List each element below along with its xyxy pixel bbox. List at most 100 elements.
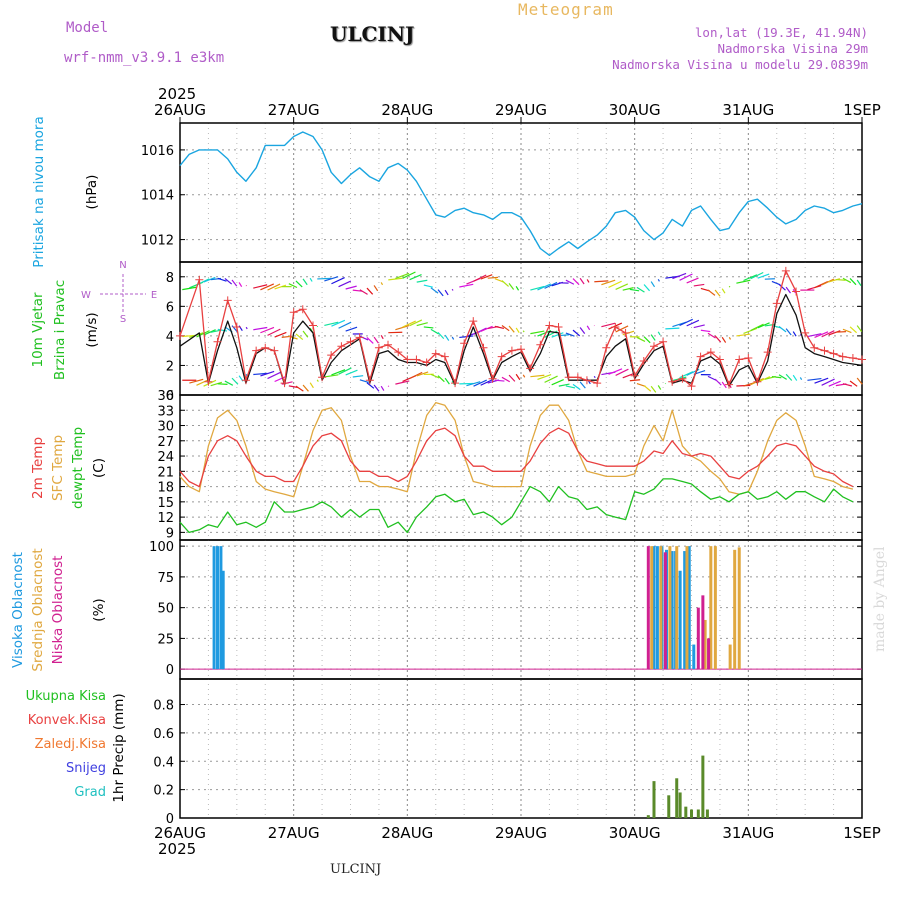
- wind-arrow: [842, 383, 853, 387]
- wind-gust-marker: [792, 287, 801, 296]
- wind-gust-marker: [403, 355, 412, 364]
- wind-gust-marker: [593, 379, 602, 388]
- cloud-bar-mid: [685, 546, 689, 670]
- wind-arrow: [388, 277, 403, 281]
- wind-arrow: [338, 367, 352, 375]
- wind-arrow: [409, 371, 423, 380]
- precip-legend-item: Grad: [74, 785, 106, 800]
- wind-arrow: [579, 327, 586, 334]
- wind-arrow: [423, 284, 433, 288]
- wind-arrow: [728, 285, 731, 288]
- wind-gust-marker: [554, 323, 563, 332]
- temp-2m-line: [179, 427, 854, 488]
- wind-arrow: [522, 330, 525, 333]
- wind-arrow: [799, 377, 803, 380]
- wind-arrow: [572, 278, 580, 286]
- wind-arrow: [451, 288, 454, 291]
- wind-gust-marker: [526, 364, 535, 373]
- wind-arrow: [807, 285, 822, 291]
- cloud-bar-high: [652, 546, 656, 670]
- y-tick-label: 33: [157, 404, 174, 419]
- wind-gust-marker: [422, 358, 431, 367]
- wind-gust-marker: [696, 352, 705, 361]
- cloud-bar-mid: [737, 547, 741, 670]
- cloud-bar-high: [221, 570, 225, 670]
- wind-arrow: [821, 378, 835, 386]
- y-tick-label: 0.6: [153, 727, 174, 742]
- wind-arrow: [785, 373, 793, 381]
- wind-arrow: [352, 289, 363, 292]
- wind-arrow: [615, 283, 629, 291]
- wind-arrow: [416, 279, 428, 283]
- y-tick-label: 1016: [141, 144, 174, 159]
- wind-arrow: [657, 331, 661, 336]
- wind-arrow: [657, 385, 662, 390]
- wind-arrow: [544, 375, 558, 383]
- wind-gust-marker: [838, 352, 847, 361]
- cloud-bar-mid: [668, 546, 672, 670]
- pressure-line: [179, 131, 863, 257]
- time-label-bottom: 1SEP: [843, 824, 881, 842]
- wind-arrow: [693, 283, 705, 287]
- wind-gust-marker: [497, 352, 506, 361]
- wind-arrow: [231, 377, 239, 385]
- wind-arrow: [274, 375, 287, 383]
- wind-arrow: [345, 369, 358, 376]
- wind-gust-marker: [479, 343, 488, 352]
- wind-arrow: [274, 331, 287, 338]
- wind-gust-marker: [582, 376, 591, 385]
- wind-gust-marker: [829, 349, 838, 358]
- time-label-top: 28AUG: [381, 101, 433, 119]
- wind-arrow: [203, 329, 216, 336]
- wind-arrow: [629, 379, 641, 382]
- model-label: Model: [66, 20, 109, 36]
- wind-gust-marker: [611, 323, 620, 332]
- cloud-unit: (%): [91, 598, 107, 621]
- time-label-top: 26AUG: [154, 101, 206, 119]
- wind-subtitle: Brzina i Pravac: [52, 280, 68, 380]
- wind-gust-marker: [394, 348, 403, 357]
- wind-arrow: [636, 336, 646, 342]
- cloud-bar-high: [678, 570, 682, 670]
- wind-gust-marker: [451, 379, 460, 388]
- wind-arrow: [686, 319, 700, 327]
- wind-arrow: [274, 284, 287, 290]
- wind-arrow: [345, 326, 358, 332]
- wind-arrow: [814, 331, 829, 339]
- wind-arrow: [302, 278, 308, 286]
- wind-arrow: [380, 385, 385, 391]
- sfc-temp-title: SFC Temp: [50, 435, 66, 501]
- pressure-title: Pritisak na nivou mora: [31, 116, 47, 267]
- wind-gust-marker: [346, 337, 355, 346]
- y-tick-label: 27: [157, 435, 174, 450]
- year-label-bottom: 2025: [158, 840, 196, 858]
- wind-arrow: [196, 330, 210, 338]
- wind-arrow: [849, 326, 857, 334]
- wind-arrow: [267, 371, 281, 380]
- wind-arrow: [807, 377, 822, 381]
- precip-bar: [684, 806, 688, 818]
- cloud-bar-mid: [675, 546, 679, 670]
- wind-arrow: [217, 383, 228, 385]
- wind-arrow: [366, 336, 374, 344]
- wind-gust-marker: [781, 266, 790, 275]
- cloud-bar-high: [683, 551, 687, 670]
- wind-arrow: [835, 331, 847, 333]
- wind-arrow: [750, 323, 764, 332]
- wind-gust-marker: [687, 382, 696, 391]
- wind-arrow: [430, 287, 439, 294]
- time-label-top: 31AUG: [722, 101, 774, 119]
- wind-arrow: [373, 336, 379, 344]
- wind-arrow: [203, 379, 217, 387]
- cloud-bar-mid: [703, 619, 707, 670]
- precip-legend-item: Ukupna Kisa: [26, 689, 106, 704]
- wind-arrow: [544, 281, 558, 289]
- cloud-bar-high: [219, 546, 223, 670]
- wind-arrow: [395, 325, 410, 331]
- y-tick-label: 6: [166, 300, 174, 315]
- wind-gust-marker: [270, 346, 279, 355]
- wind-arrow: [324, 276, 339, 282]
- wind-gust-marker: [678, 374, 687, 383]
- wind-arrow: [501, 376, 511, 383]
